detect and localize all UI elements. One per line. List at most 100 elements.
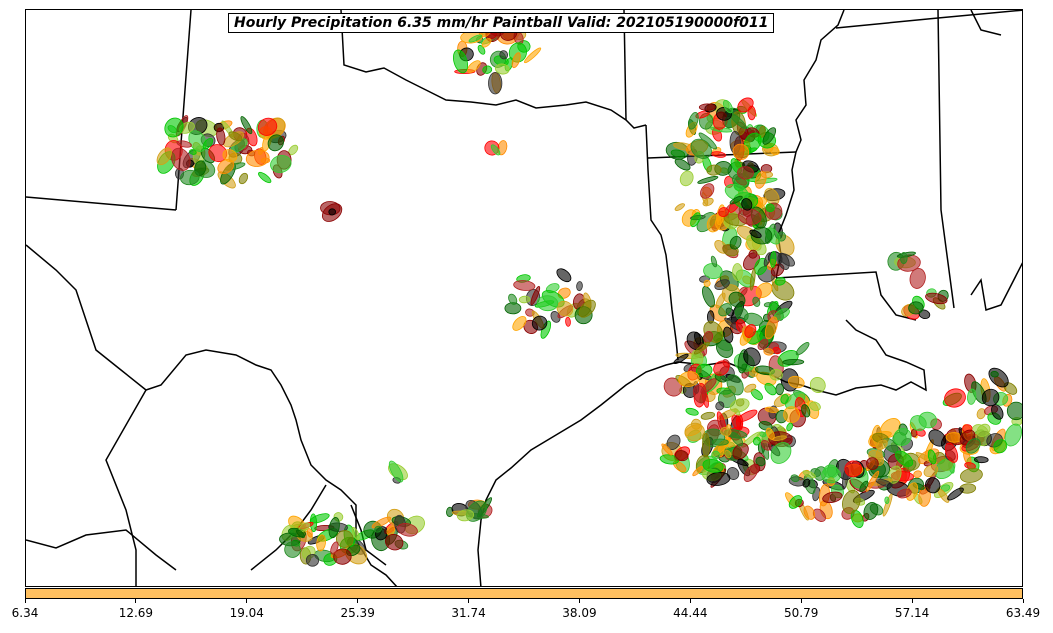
precip-blob	[882, 493, 893, 517]
precip-blob	[258, 171, 272, 184]
precip-blob	[711, 151, 727, 158]
precip-blob	[257, 117, 278, 136]
precip-blob	[803, 505, 816, 520]
precip-blob	[763, 252, 772, 267]
precip-blob	[723, 326, 734, 343]
precip-blob	[729, 195, 743, 205]
precip-blob	[452, 49, 469, 74]
precip-blob	[720, 426, 732, 437]
precip-blob	[245, 149, 270, 167]
colorbar-tick-label: 57.14	[894, 606, 930, 620]
precip-blob	[763, 348, 774, 356]
border-ar-north	[835, 10, 1022, 29]
precip-blob	[371, 516, 392, 529]
precip-blob	[737, 166, 754, 180]
precip-blob	[925, 292, 948, 305]
precip-blob	[711, 450, 720, 460]
precip-blob	[530, 286, 541, 306]
precip-blob	[216, 127, 226, 146]
precip-blob	[512, 315, 527, 331]
precip-blob	[770, 147, 780, 156]
border-ga	[970, 262, 1022, 311]
colorbar-tick-label: 19.04	[229, 606, 264, 620]
precip-blob	[724, 449, 732, 459]
precip-blob	[748, 249, 758, 259]
colorbar-tick	[578, 599, 580, 603]
precip-blob	[513, 280, 536, 291]
precip-blob	[238, 172, 249, 185]
precip-blob	[156, 147, 172, 166]
precip-blob	[690, 212, 701, 228]
precip-blob	[228, 131, 243, 142]
precip-blob	[863, 502, 879, 520]
border-la-ms	[775, 271, 917, 321]
precip-blob	[780, 394, 789, 404]
precip-blob	[812, 508, 826, 522]
precip-blob	[875, 439, 888, 451]
precip-blob	[866, 457, 879, 470]
precip-blob	[765, 203, 775, 213]
precip-blob	[524, 47, 542, 64]
colorbar-tick	[246, 599, 248, 603]
precip-blob	[772, 346, 782, 355]
precip-blob	[913, 470, 922, 478]
precip-blob	[674, 450, 689, 462]
colorbar-tick-label: 50.79	[784, 606, 819, 620]
precip-blob	[967, 388, 977, 405]
precip-blob	[702, 285, 715, 308]
precip-blob	[732, 263, 743, 281]
precip-blob	[164, 117, 184, 138]
precip-blob	[753, 436, 761, 446]
precip-blob	[821, 466, 841, 484]
precip-blob	[180, 169, 200, 186]
precip-blob	[766, 427, 775, 440]
precip-blob	[925, 477, 941, 494]
precip-blob	[494, 63, 510, 75]
precip-blob	[468, 34, 483, 43]
precip-blob	[695, 363, 713, 378]
precip-blob	[565, 316, 571, 327]
precip-blob	[897, 488, 912, 499]
border-al-fl	[970, 10, 1002, 36]
map-title: Hourly Precipitation 6.35 mm/hr Paintbal…	[228, 13, 775, 33]
colorbar	[25, 588, 1023, 599]
precip-blob	[788, 375, 805, 389]
precip-blob	[330, 541, 339, 555]
precipitation-contours	[156, 15, 1022, 567]
precip-blob	[328, 517, 340, 539]
colorbar-tick	[689, 599, 691, 603]
precip-blob	[482, 65, 493, 74]
precip-blob	[809, 401, 821, 412]
precip-blob	[899, 252, 908, 264]
colorbar-tick-label: 6.34	[11, 606, 39, 620]
precip-blob	[981, 388, 1000, 407]
precip-blob	[755, 282, 773, 298]
precip-blob	[775, 383, 785, 396]
precip-blob	[757, 338, 769, 350]
precip-blob	[729, 398, 750, 413]
precip-blob	[944, 388, 966, 408]
precip-blob	[732, 143, 750, 160]
precip-blob	[518, 295, 531, 304]
map-panel	[25, 9, 1023, 587]
precip-blob	[706, 164, 722, 176]
precip-blob	[729, 235, 742, 250]
precip-blob	[690, 138, 712, 159]
precip-blob	[240, 116, 253, 135]
precip-blob	[702, 432, 711, 458]
precip-blob	[726, 374, 744, 396]
precip-blob	[511, 52, 521, 69]
precip-blob	[755, 171, 767, 189]
coast-texas	[477, 361, 679, 586]
precip-blob	[703, 279, 711, 287]
precip-blob	[770, 251, 777, 268]
precipitation-map	[26, 10, 1022, 586]
precip-blob	[764, 316, 778, 340]
precip-blob	[477, 44, 486, 55]
precip-blob	[859, 480, 869, 492]
colorbar-tick	[468, 599, 470, 603]
precip-blob	[865, 470, 880, 492]
precip-blob	[508, 293, 518, 305]
precip-blob	[910, 415, 927, 432]
precip-blob	[884, 496, 890, 505]
